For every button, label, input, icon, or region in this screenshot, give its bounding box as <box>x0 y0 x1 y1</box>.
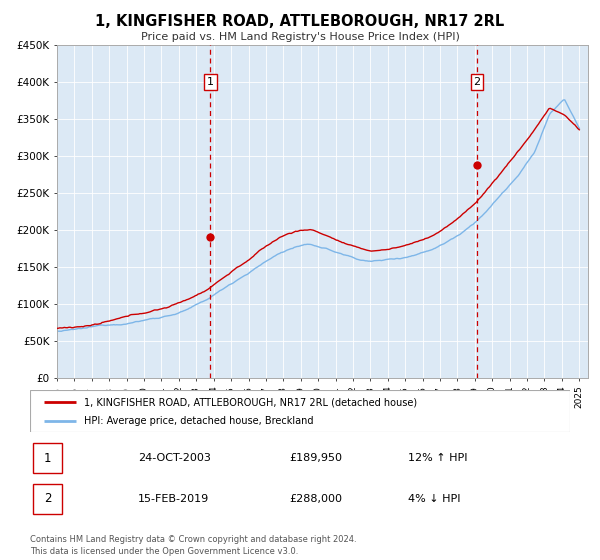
Text: 2: 2 <box>473 77 481 87</box>
Text: 1, KINGFISHER ROAD, ATTLEBOROUGH, NR17 2RL (detached house): 1, KINGFISHER ROAD, ATTLEBOROUGH, NR17 2… <box>84 397 417 407</box>
Bar <box>33 443 62 473</box>
Bar <box>33 484 62 514</box>
Text: 1: 1 <box>207 77 214 87</box>
Text: HPI: Average price, detached house, Breckland: HPI: Average price, detached house, Brec… <box>84 416 314 426</box>
Text: Price paid vs. HM Land Registry's House Price Index (HPI): Price paid vs. HM Land Registry's House … <box>140 32 460 42</box>
Text: 15-FEB-2019: 15-FEB-2019 <box>138 494 209 504</box>
Text: £189,950: £189,950 <box>289 453 342 463</box>
Text: 2: 2 <box>44 492 52 506</box>
Text: 12% ↑ HPI: 12% ↑ HPI <box>408 453 467 463</box>
Text: Contains HM Land Registry data © Crown copyright and database right 2024.
This d: Contains HM Land Registry data © Crown c… <box>30 535 356 556</box>
Text: £288,000: £288,000 <box>289 494 342 504</box>
Text: 1, KINGFISHER ROAD, ATTLEBOROUGH, NR17 2RL: 1, KINGFISHER ROAD, ATTLEBOROUGH, NR17 2… <box>95 14 505 29</box>
Text: 24-OCT-2003: 24-OCT-2003 <box>138 453 211 463</box>
Text: 1: 1 <box>44 451 52 465</box>
Text: 4% ↓ HPI: 4% ↓ HPI <box>408 494 461 504</box>
